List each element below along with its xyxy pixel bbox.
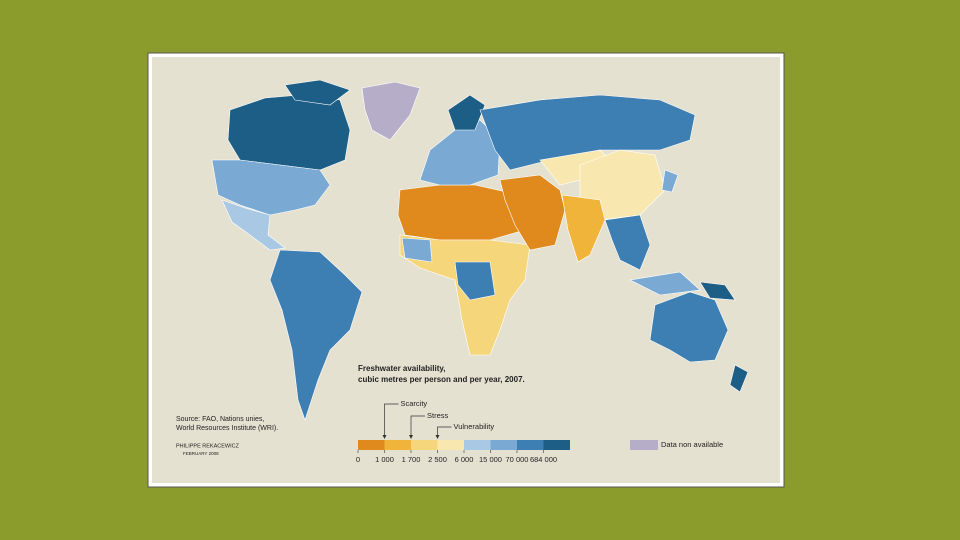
threshold-arrow xyxy=(410,415,425,438)
legend-title: Freshwater availability, xyxy=(358,364,445,373)
na-swatch xyxy=(630,440,658,450)
mexico xyxy=(221,199,286,251)
canada xyxy=(227,94,351,171)
legend-swatch xyxy=(464,440,491,450)
source: Source: FAO, Nations unies, xyxy=(176,416,264,423)
legend-swatch xyxy=(411,440,438,450)
arctic-islands xyxy=(284,79,351,106)
threshold-arrow xyxy=(437,426,452,438)
source: World Resources Institute (WRI). xyxy=(176,425,278,432)
sub-saharan-africa xyxy=(399,234,531,356)
legend-swatch xyxy=(384,440,411,450)
legend-tick-label: 6 000 xyxy=(455,455,474,464)
author: PHILIPPE REKACEWICZ xyxy=(176,443,240,449)
date: FEBRUARY 2008 xyxy=(183,451,219,456)
threshold-label: Stress xyxy=(427,411,449,420)
japan xyxy=(661,169,679,193)
west-africa xyxy=(401,237,433,263)
legend-swatch xyxy=(490,440,517,450)
legend-swatch xyxy=(543,440,570,450)
legend-tick-label: 0 xyxy=(356,455,360,464)
legend-subtitle: cubic metres per person and per year, 20… xyxy=(358,375,525,384)
legend-swatch xyxy=(517,440,544,450)
legend-tick-label: 70 000 xyxy=(506,455,529,464)
scandinavia xyxy=(447,94,486,131)
legend-swatch xyxy=(358,440,385,450)
usa xyxy=(211,159,331,216)
legend-tick-label: 2 500 xyxy=(428,455,447,464)
legend-swatch xyxy=(437,440,464,450)
legend-tick-label: 15 000 xyxy=(479,455,502,464)
central-africa xyxy=(454,261,496,301)
legend-tick-label: 1 000 xyxy=(375,455,394,464)
threshold-arrow xyxy=(384,403,399,438)
legend: 0 1 000 1 700 2 500 6 000 15 000 70 000 684 000… xyxy=(356,399,723,464)
arrow-head xyxy=(409,435,413,439)
southeast-asia xyxy=(604,214,651,271)
map xyxy=(211,79,749,421)
greenland xyxy=(361,81,421,141)
new-zealand xyxy=(729,364,749,393)
threshold-label: Scarcity xyxy=(401,399,428,408)
middle-east xyxy=(499,174,566,251)
india xyxy=(561,194,606,263)
south-america xyxy=(269,249,363,421)
legend-tick-label: 684 000 xyxy=(530,455,557,464)
arrow-head xyxy=(382,435,387,439)
australia xyxy=(649,291,729,363)
arrow-head xyxy=(435,435,440,439)
indonesia xyxy=(629,271,701,296)
na-label: Data non available xyxy=(661,440,723,449)
legend-tick-label: 1 700 xyxy=(402,455,421,464)
new-guinea xyxy=(699,281,736,301)
russia xyxy=(479,94,696,171)
threshold-label: Vulnerability xyxy=(454,422,495,431)
